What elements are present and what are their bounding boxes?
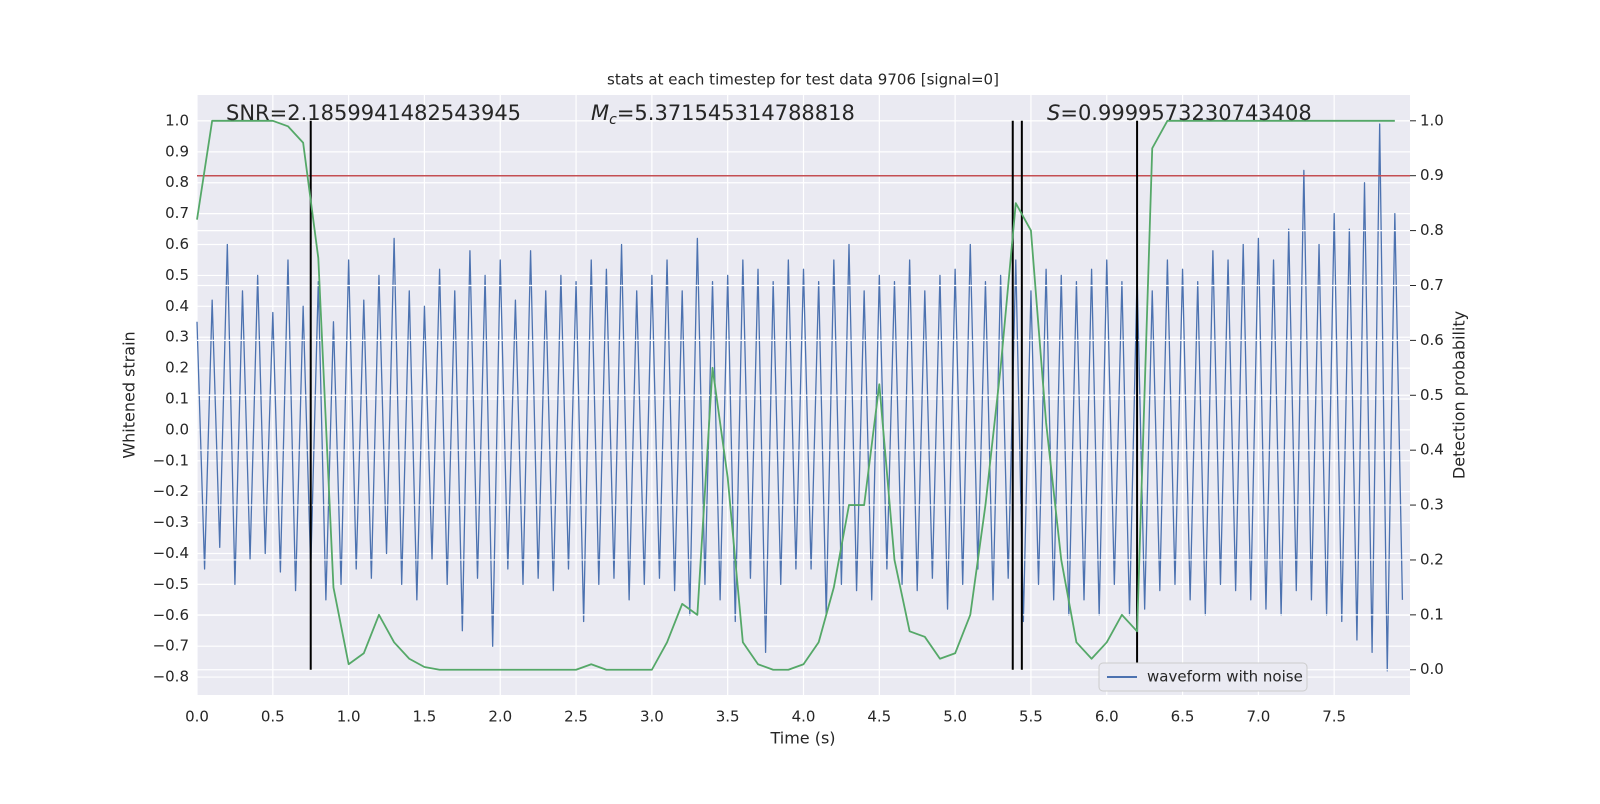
- chart-title: stats at each timestep for test data 970…: [607, 71, 999, 89]
- annotation-part: c: [609, 112, 617, 128]
- y-tick-label: 0.2: [165, 359, 189, 377]
- y-axis-label: Whitened strain: [120, 331, 139, 458]
- y2-tick-label: 0.5: [1420, 386, 1444, 404]
- annotation: Mc=5.371545314788818: [591, 101, 855, 128]
- overlay: [196, 119, 1410, 671]
- y-tick-label: −0.8: [153, 668, 189, 686]
- x-tick-label: 6.0: [1095, 708, 1119, 726]
- x-tick-label: 5.5: [1019, 708, 1043, 726]
- y2-tick-label: 0.2: [1420, 550, 1444, 568]
- y-tick-label: 0.3: [165, 328, 189, 346]
- y-tick-label: −0.2: [153, 482, 189, 500]
- x-tick-label: 6.5: [1171, 708, 1195, 726]
- y2-tick-label: 0.7: [1420, 276, 1444, 294]
- waveform-line: [196, 123, 1404, 672]
- y2-tick-label: 0.9: [1420, 166, 1444, 184]
- x-tick-label: 4.0: [792, 708, 816, 726]
- annotation-part: =5.371545314788818: [617, 101, 855, 125]
- annotation-part: M: [591, 101, 609, 125]
- y2-tick-label: 1.0: [1420, 111, 1444, 129]
- marks: [196, 123, 1404, 672]
- x-tick-label: 1.0: [337, 708, 361, 726]
- legend-box: [1098, 662, 1308, 692]
- x-tick-label: 1.5: [413, 708, 437, 726]
- y-tick-label: 0.8: [165, 173, 189, 191]
- x-tick-label: 3.5: [716, 708, 740, 726]
- y-tick-label: 0.5: [165, 266, 189, 284]
- y-tick-label: 0.9: [165, 142, 189, 160]
- x-tick-label: 0.0: [185, 708, 209, 726]
- y2-axis-label: Detection probability: [1450, 311, 1469, 479]
- y2-tick-label: 0.8: [1420, 221, 1444, 239]
- y-tick-label: 0.6: [165, 235, 189, 253]
- annotation-part: S: [1047, 101, 1060, 125]
- y-tick-label: −0.3: [153, 513, 189, 531]
- legend-label: waveform with noise: [1147, 668, 1303, 686]
- y2-tick-label: 0.4: [1420, 441, 1444, 459]
- y-tick-label: −0.5: [153, 575, 189, 593]
- x-axis-label: Time (s): [769, 729, 835, 748]
- annotation-part: SNR=2.1859941482543945: [226, 101, 521, 125]
- y2-tick-label: 0.0: [1420, 660, 1444, 678]
- y2-tick-label: 0.1: [1420, 605, 1444, 623]
- y-tick-label: 0.7: [165, 204, 189, 222]
- x-tick-label: 0.5: [261, 708, 285, 726]
- y-tick-label: 0.1: [165, 390, 189, 408]
- y-tick-label: 0.4: [165, 297, 189, 315]
- annotation: S=0.9999573230743408: [1047, 101, 1312, 125]
- x-tick-label: 2.0: [488, 708, 512, 726]
- x-tick-label: 2.5: [564, 708, 588, 726]
- y-tick-label: −0.7: [153, 637, 189, 655]
- probability-line: [196, 119, 1395, 671]
- annotation-part: =0.9999573230743408: [1060, 101, 1311, 125]
- y2-tick-label: 0.6: [1420, 331, 1444, 349]
- x-tick-label: 5.0: [943, 708, 967, 726]
- x-tick-label: 4.5: [867, 708, 891, 726]
- y-tick-label: −0.6: [153, 606, 189, 624]
- y-tick-label: 1.0: [165, 111, 189, 129]
- y-tick-label: 0.0: [165, 420, 189, 438]
- x-tick-label: 3.0: [640, 708, 664, 726]
- annotation: SNR=2.1859941482543945: [226, 101, 521, 125]
- y-tick-label: −0.1: [153, 451, 189, 469]
- x-tick-label: 7.5: [1322, 708, 1346, 726]
- y-tick-label: −0.4: [153, 544, 189, 562]
- x-tick-label: 7.0: [1246, 708, 1270, 726]
- y2-tick-label: 0.3: [1420, 496, 1444, 514]
